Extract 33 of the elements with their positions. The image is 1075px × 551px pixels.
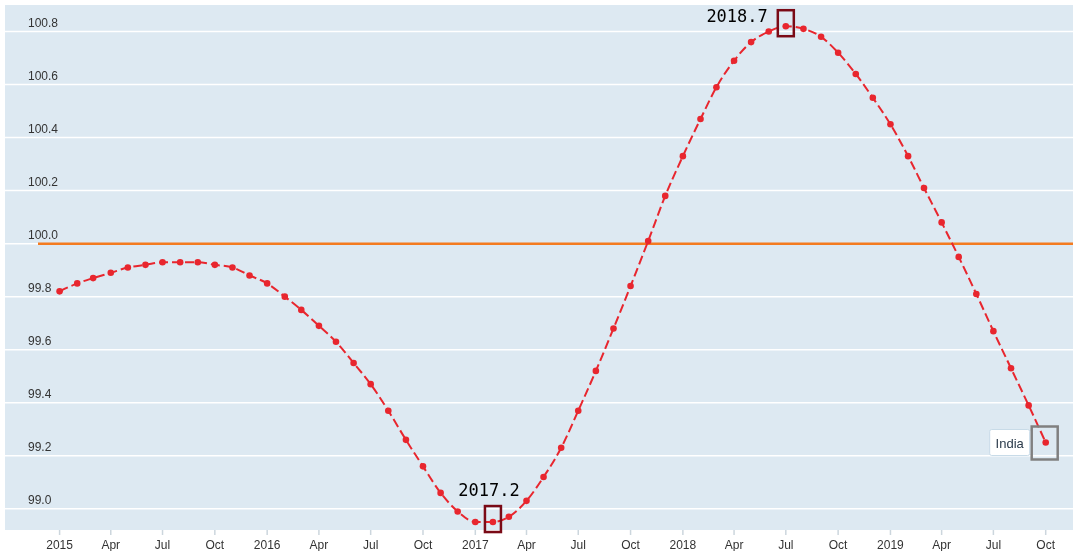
x-tick-label: Oct <box>413 538 433 551</box>
x-tick-label: Jul <box>570 538 586 551</box>
x-tick-label: Apr <box>517 538 536 551</box>
x-tick-label: 2018 <box>669 538 697 551</box>
x-tick-label: Apr <box>101 538 121 551</box>
y-tick-label: 99.6 <box>28 333 52 348</box>
series-label: India <box>995 435 1025 451</box>
y-tick-label: 99.0 <box>28 492 52 507</box>
x-tick-label: Apr <box>932 538 951 551</box>
x-tick-label: Apr <box>724 538 744 551</box>
y-tick-label: 99.8 <box>28 280 52 295</box>
x-tick-label: Oct <box>828 538 849 551</box>
x-tick-label: Jul <box>154 538 171 551</box>
x-tick-label: 2019 <box>877 538 905 551</box>
x-tick-label: Oct <box>205 538 225 551</box>
annotation: 2018.7 <box>706 6 768 27</box>
y-tick-label: 100.0 <box>28 227 59 242</box>
x-tick-label: 2017 <box>461 538 489 551</box>
y-tick-label: 100.2 <box>28 174 59 189</box>
x-tick-label: Jul <box>985 538 1002 551</box>
x-tick-label: 2015 <box>46 538 74 551</box>
y-tick-label: 99.4 <box>28 386 52 401</box>
y-tick-label: 100.8 <box>28 15 59 30</box>
x-tick-label: Jul <box>778 538 794 551</box>
annotation: 2017.2 <box>458 480 520 501</box>
x-tick-label: Oct <box>1036 538 1056 551</box>
y-tick-label: 100.6 <box>28 68 59 83</box>
y-tick-label: 100.4 <box>28 121 59 136</box>
x-tick-label: Jul <box>363 538 379 551</box>
x-tick-label: Oct <box>621 538 641 551</box>
y-tick-label: 99.2 <box>28 439 52 454</box>
x-tick-label: 2016 <box>253 538 281 551</box>
x-tick-label: Apr <box>309 538 329 551</box>
